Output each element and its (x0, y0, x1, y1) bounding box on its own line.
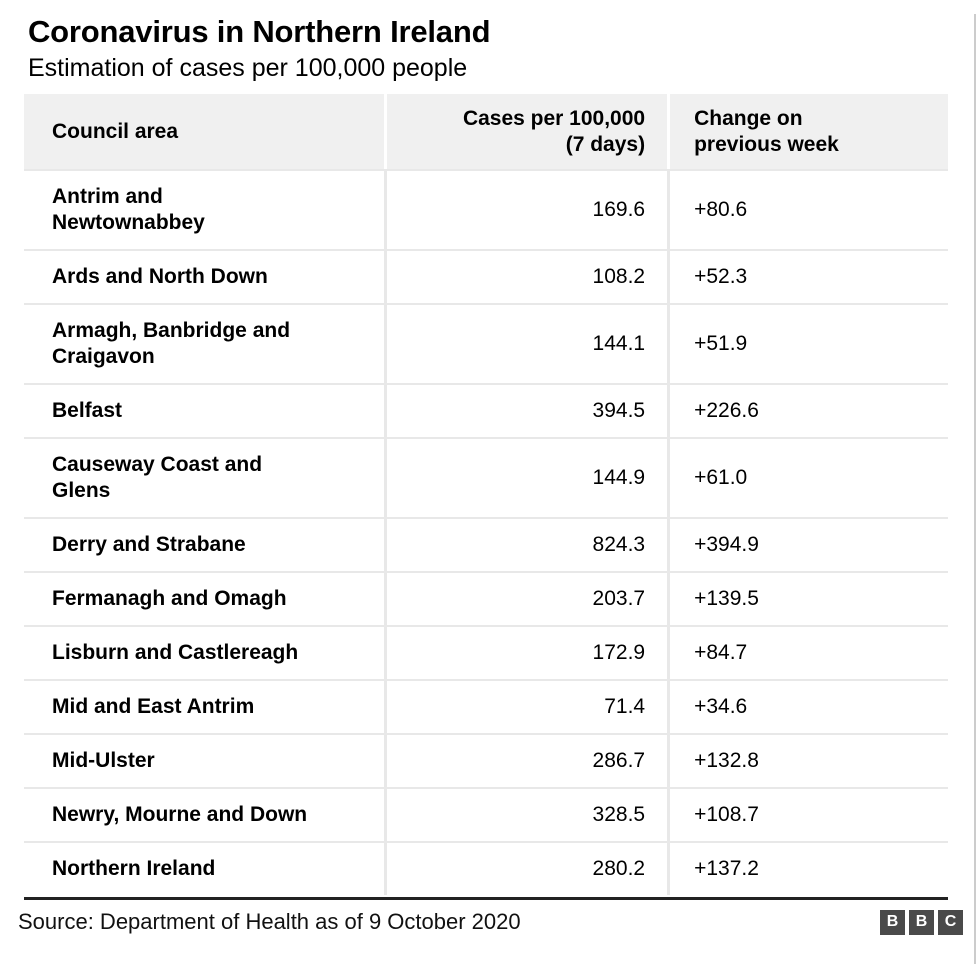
col-header-council-area: Council area (24, 94, 385, 169)
council-area-cell: Armagh, Banbridge and Craigavon (24, 303, 385, 383)
change-cell: +226.6 (667, 383, 948, 437)
cases-cell: 286.7 (384, 733, 668, 787)
bbc-logo-block-b1: B (880, 909, 905, 935)
council-area-cell: Derry and Strabane (24, 517, 385, 571)
change-cell: +52.3 (667, 249, 948, 303)
table-row: Mid-Ulster 286.7 +132.8 (24, 733, 948, 787)
table-row: Lisburn and Castlereagh 172.9 +84.7 (24, 625, 948, 679)
cases-cell: 172.9 (384, 625, 668, 679)
change-cell: +394.9 (667, 517, 948, 571)
table-row: Derry and Strabane 824.3 +394.9 (24, 517, 948, 571)
table-row: Northern Ireland 280.2 +137.2 (24, 841, 948, 895)
bbc-logo-block-c: C (938, 909, 963, 935)
council-area-cell: Newry, Mourne and Down (24, 787, 385, 841)
table-row: Mid and East Antrim 71.4 +34.6 (24, 679, 948, 733)
cases-cell: 108.2 (384, 249, 668, 303)
council-area-cell: Antrim and Newtownabbey (24, 169, 385, 249)
cases-cell: 280.2 (384, 841, 668, 895)
change-cell: +34.6 (667, 679, 948, 733)
cases-cell: 394.5 (384, 383, 668, 437)
change-cell: +51.9 (667, 303, 948, 383)
table-row: Armagh, Banbridge and Craigavon 144.1 +5… (24, 303, 948, 383)
infographic-page: { "header": { "title": "Coronavirus in N… (0, 14, 976, 964)
footer: Source: Department of Health as of 9 Oct… (18, 909, 963, 935)
footer-divider (24, 897, 948, 900)
change-cell: +80.6 (667, 169, 948, 249)
change-cell: +132.8 (667, 733, 948, 787)
cases-cell: 71.4 (384, 679, 668, 733)
council-area-cell: Mid-Ulster (24, 733, 385, 787)
bbc-logo: B B C (880, 909, 963, 935)
cases-cell: 169.6 (384, 169, 668, 249)
col-header-cases: Cases per 100,000 (7 days) (384, 94, 668, 169)
data-table: Council area Cases per 100,000 (7 days) … (24, 94, 948, 895)
chart-title: Coronavirus in Northern Ireland (28, 14, 491, 49)
table-row: Newry, Mourne and Down 328.5 +108.7 (24, 787, 948, 841)
council-area-cell: Lisburn and Castlereagh (24, 625, 385, 679)
table-row: Causeway Coast and Glens 144.9 +61.0 (24, 437, 948, 517)
council-area-cell: Causeway Coast and Glens (24, 437, 385, 517)
council-area-cell: Northern Ireland (24, 841, 385, 895)
source-text: Source: Department of Health as of 9 Oct… (18, 909, 521, 934)
change-cell: +139.5 (667, 571, 948, 625)
cases-cell: 144.9 (384, 437, 668, 517)
col-header-change: Change on previous week (667, 94, 948, 169)
table-row: Ards and North Down 108.2 +52.3 (24, 249, 948, 303)
change-cell: +84.7 (667, 625, 948, 679)
table-row: Fermanagh and Omagh 203.7 +139.5 (24, 571, 948, 625)
council-area-cell: Belfast (24, 383, 385, 437)
change-cell: +108.7 (667, 787, 948, 841)
table-header-row: Council area Cases per 100,000 (7 days) … (24, 94, 948, 169)
table-row: Belfast 394.5 +226.6 (24, 383, 948, 437)
table-row: Antrim and Newtownabbey 169.6 +80.6 (24, 169, 948, 249)
cases-cell: 824.3 (384, 517, 668, 571)
council-area-cell: Mid and East Antrim (24, 679, 385, 733)
cases-cell: 328.5 (384, 787, 668, 841)
change-cell: +137.2 (667, 841, 948, 895)
cases-cell: 203.7 (384, 571, 668, 625)
bbc-logo-block-b2: B (909, 909, 934, 935)
council-area-cell: Ards and North Down (24, 249, 385, 303)
cases-cell: 144.1 (384, 303, 668, 383)
chart-subtitle: Estimation of cases per 100,000 people (28, 54, 468, 82)
council-area-cell: Fermanagh and Omagh (24, 571, 385, 625)
change-cell: +61.0 (667, 437, 948, 517)
